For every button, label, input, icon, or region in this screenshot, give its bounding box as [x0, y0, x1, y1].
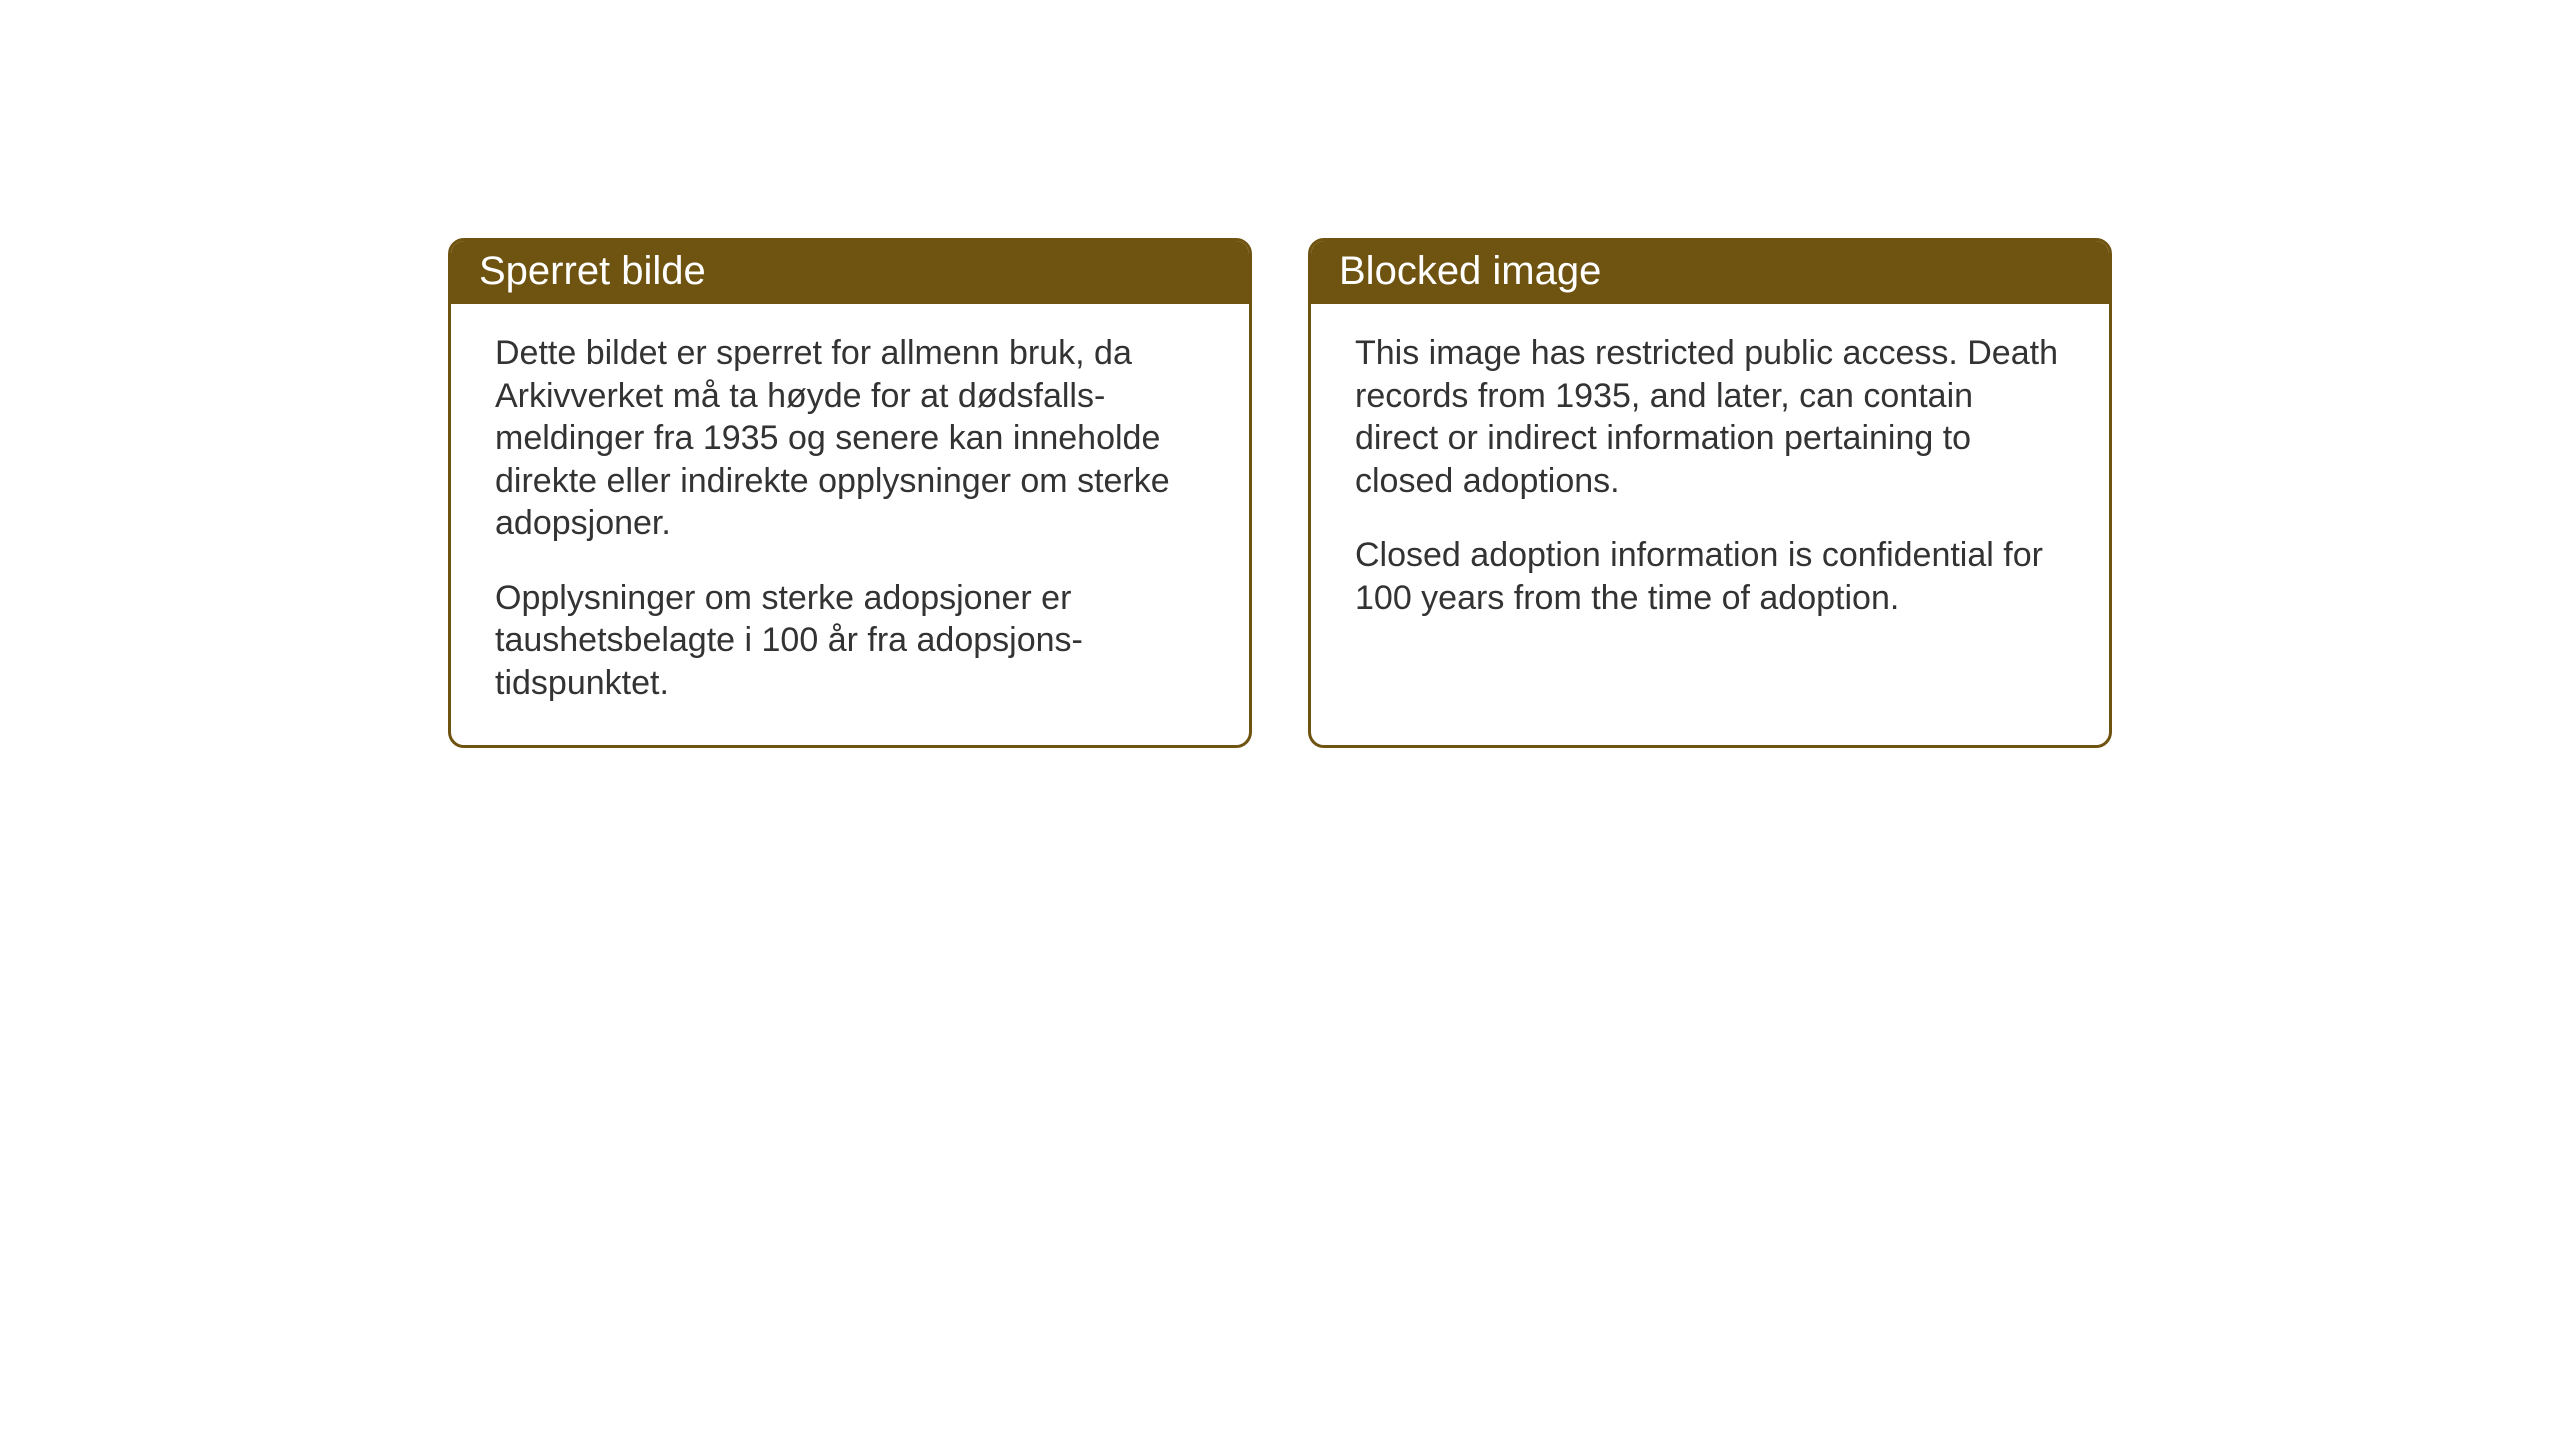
info-cards-container: Sperret bilde Dette bildet er sperret fo… — [448, 238, 2112, 748]
norwegian-paragraph-1: Dette bildet er sperret for allmenn bruk… — [495, 332, 1205, 545]
english-card-title: Blocked image — [1311, 241, 2109, 304]
norwegian-paragraph-2: Opplysninger om sterke adopsjoner er tau… — [495, 577, 1205, 705]
norwegian-card-body: Dette bildet er sperret for allmenn bruk… — [451, 304, 1249, 740]
norwegian-card-title: Sperret bilde — [451, 241, 1249, 304]
english-info-card: Blocked image This image has restricted … — [1308, 238, 2112, 748]
english-paragraph-1: This image has restricted public access.… — [1355, 332, 2065, 502]
english-card-body: This image has restricted public access.… — [1311, 304, 2109, 655]
norwegian-info-card: Sperret bilde Dette bildet er sperret fo… — [448, 238, 1252, 748]
english-paragraph-2: Closed adoption information is confident… — [1355, 534, 2065, 619]
